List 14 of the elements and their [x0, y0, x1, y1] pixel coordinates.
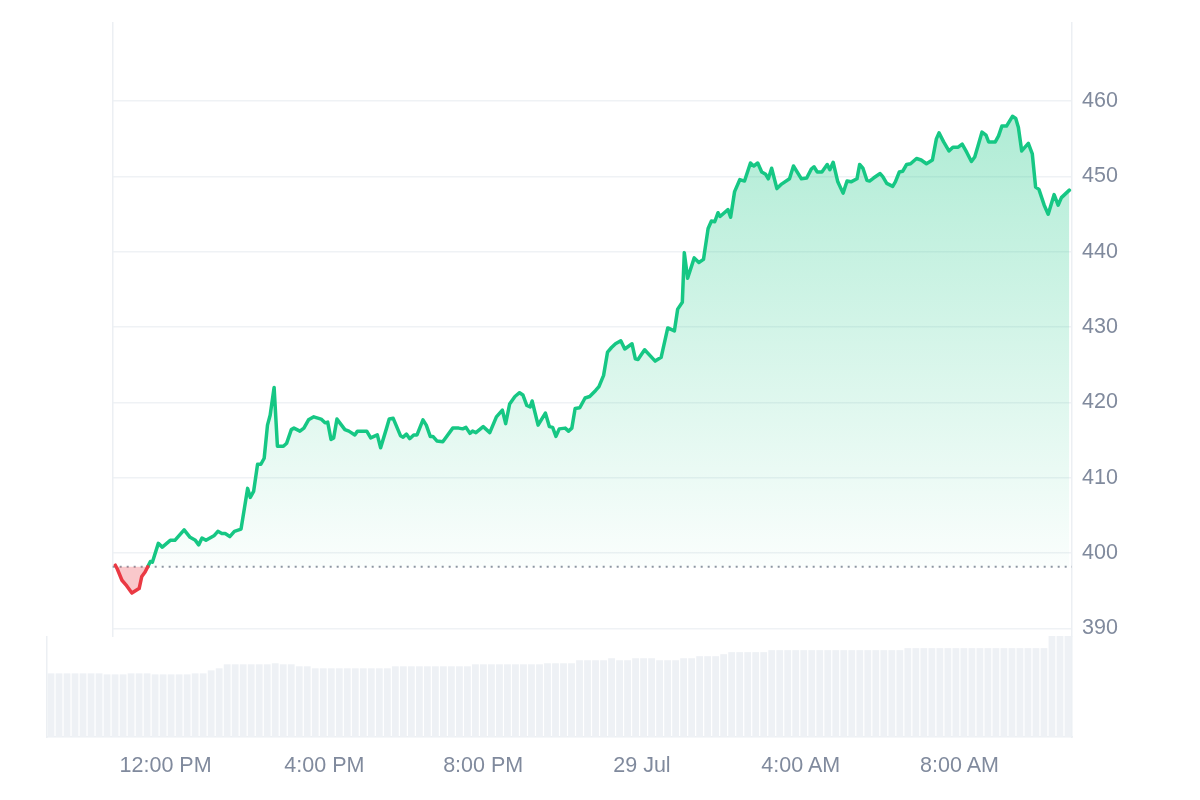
- x-tick-label: 4:00 PM: [284, 752, 365, 777]
- y-tick-label: 410: [1082, 464, 1118, 489]
- x-tick-label: 4:00 AM: [761, 752, 841, 777]
- x-tick-label: 12:00 PM: [119, 752, 212, 777]
- y-tick-label: 430: [1082, 314, 1118, 339]
- x-tick-label: 8:00 PM: [443, 752, 524, 777]
- y-tick-label: 390: [1082, 615, 1118, 640]
- y-tick-label: 450: [1082, 163, 1118, 188]
- y-tick-label: 420: [1082, 389, 1118, 414]
- y-tick-label: 400: [1082, 540, 1118, 565]
- x-tick-label: 29 Jul: [613, 752, 671, 777]
- y-tick-label: 460: [1082, 88, 1118, 113]
- x-tick-label: 8:00 AM: [920, 752, 999, 777]
- y-tick-label: 440: [1082, 238, 1118, 263]
